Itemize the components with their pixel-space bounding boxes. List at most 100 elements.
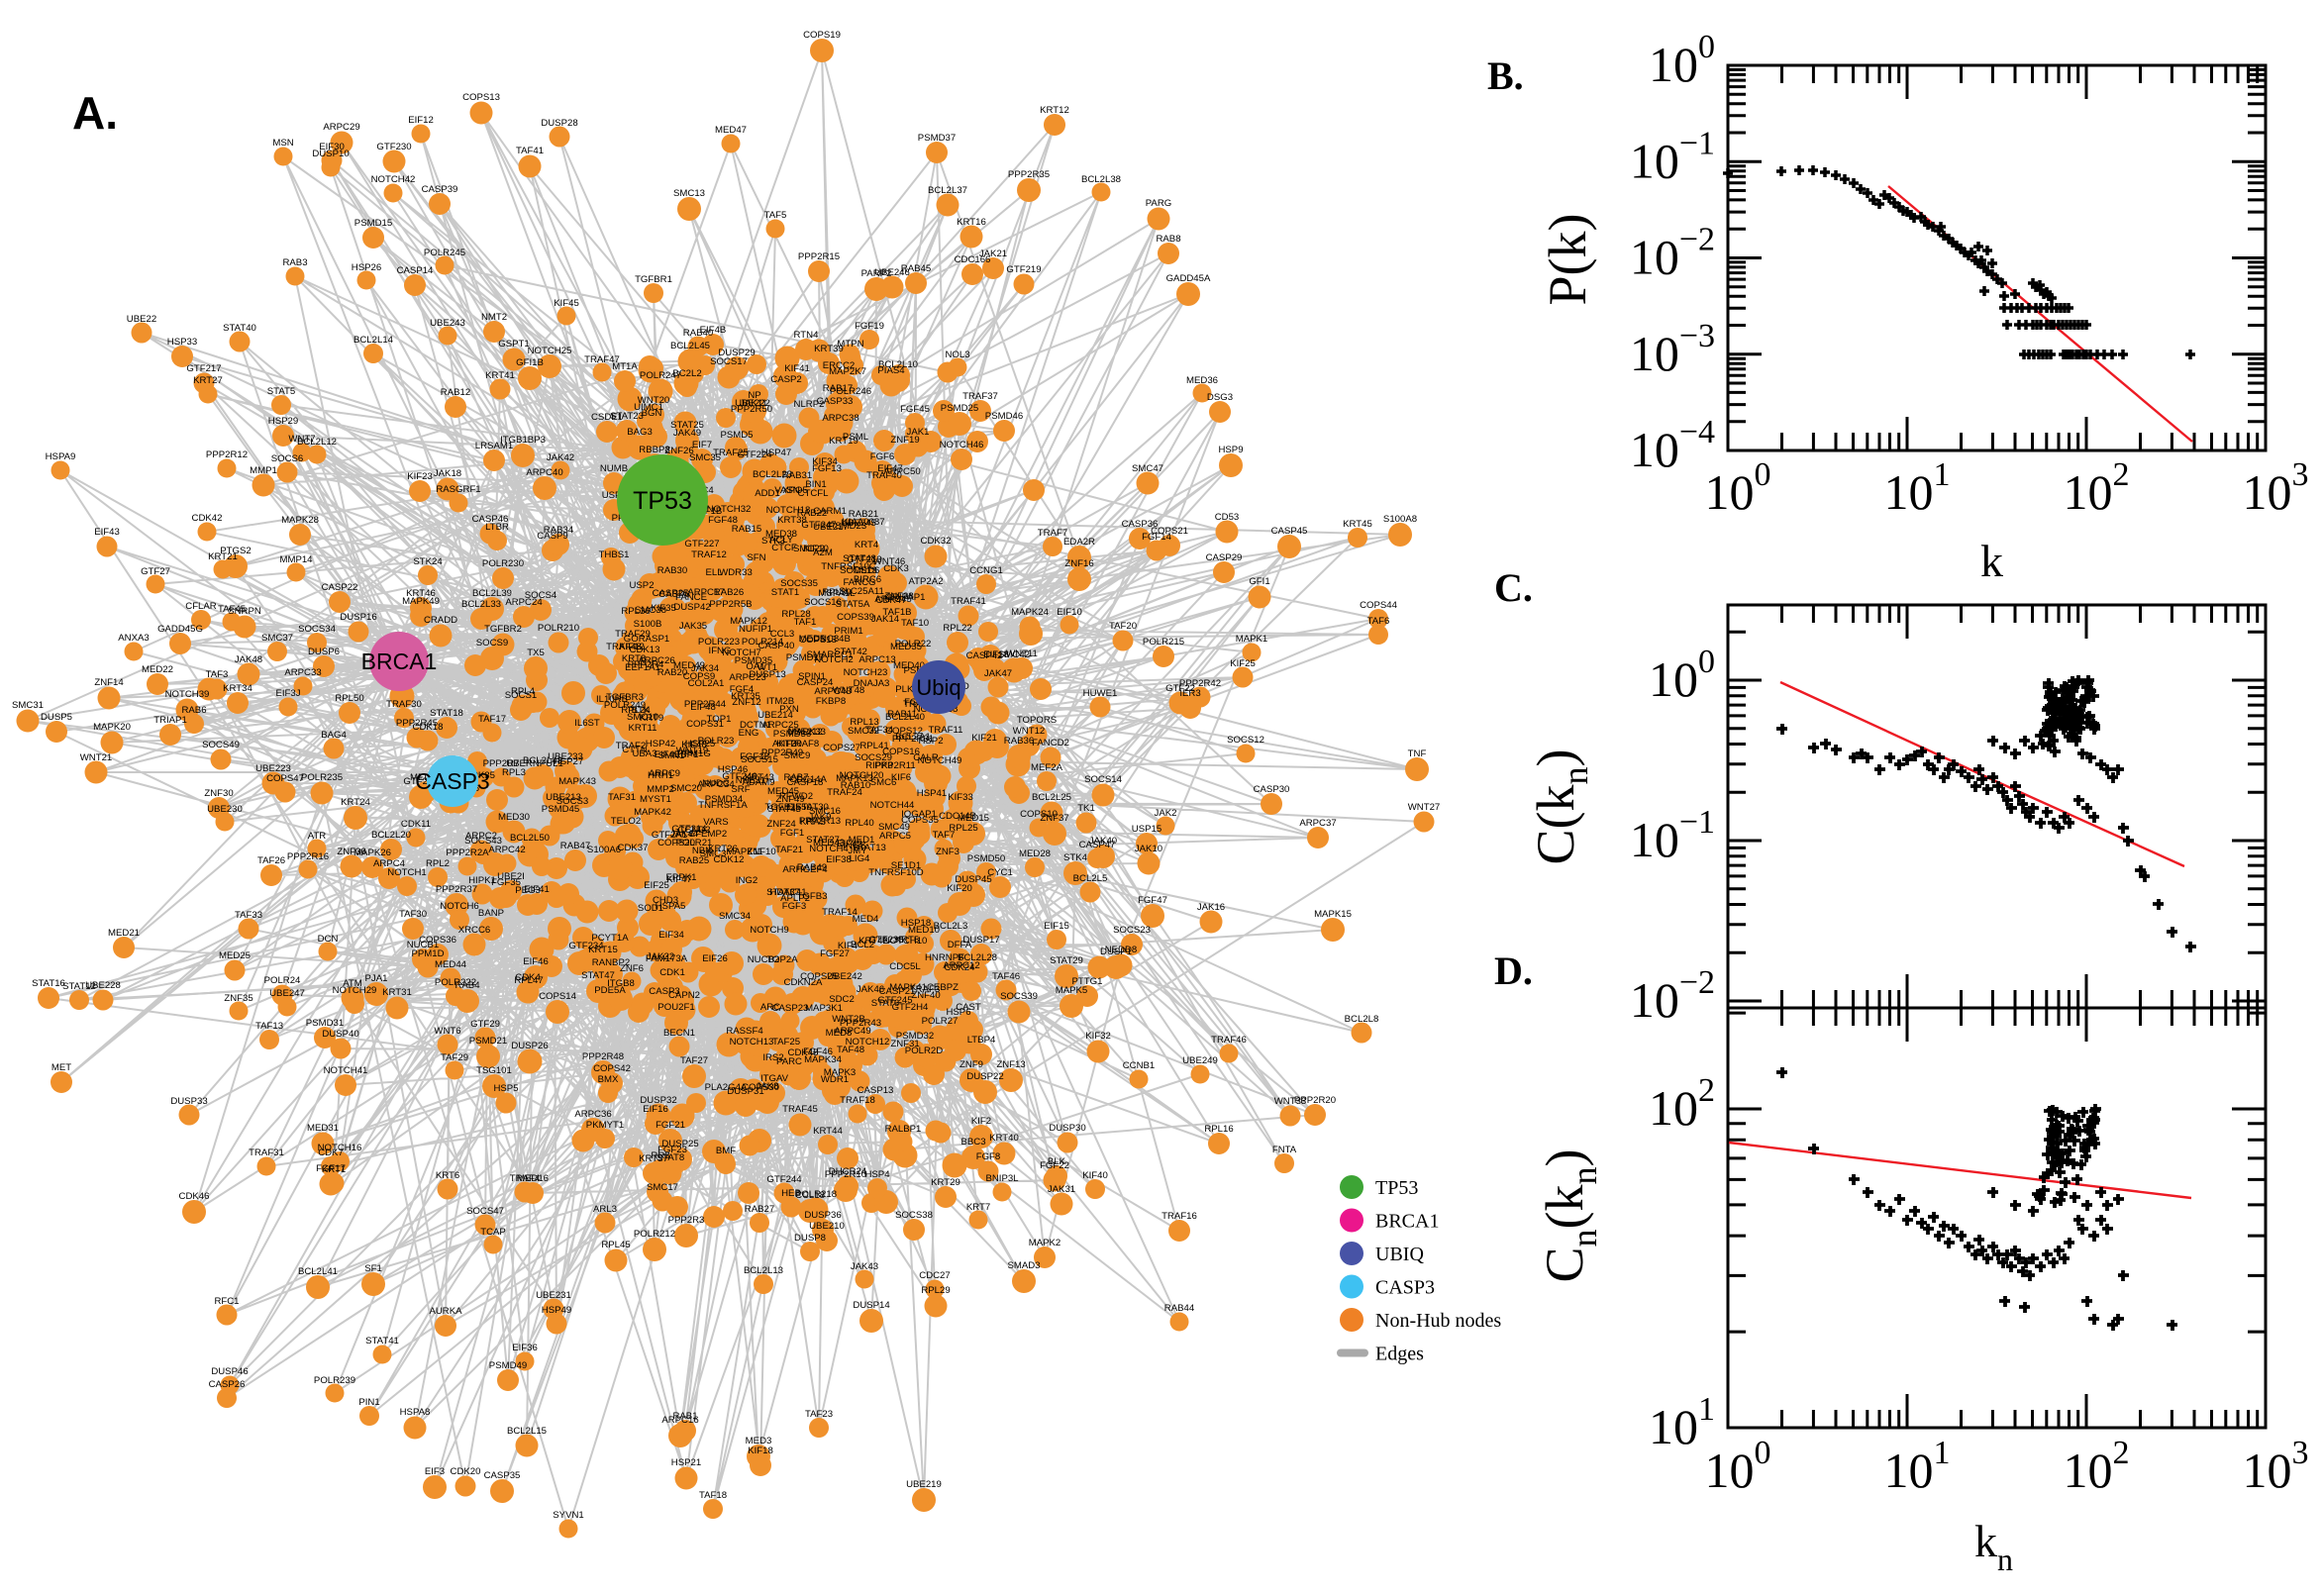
svg-text:TOP1: TOP1 (707, 714, 732, 725)
svg-text:CASP35: CASP35 (484, 1470, 521, 1481)
svg-text:WNT12: WNT12 (1013, 726, 1046, 737)
svg-text:FGF23: FGF23 (657, 1145, 687, 1155)
svg-text:NOTCH44: NOTCH44 (870, 800, 915, 811)
svg-text:FNTA: FNTA (1272, 1145, 1297, 1155)
svg-text:EIF3J: EIF3J (275, 688, 300, 699)
svg-text:PSMD36: PSMD36 (773, 729, 811, 740)
svg-text:NOTCH1: NOTCH1 (387, 867, 426, 878)
svg-text:XPO5: XPO5 (782, 485, 808, 496)
svg-text:JAK1: JAK1 (907, 427, 930, 438)
svg-text:COPS20: COPS20 (657, 838, 695, 848)
svg-text:EIF4B: EIF4B (700, 325, 727, 336)
svg-text:TAF18: TAF18 (699, 1490, 727, 1501)
svg-text:KIF10: KIF10 (803, 544, 829, 554)
svg-text:OA1: OA1 (746, 661, 764, 672)
svg-text:CASP45: CASP45 (1271, 526, 1308, 537)
svg-text:LRSAM1: LRSAM1 (475, 441, 513, 451)
svg-text:STAT40: STAT40 (223, 323, 256, 334)
svg-text:UBE213: UBE213 (546, 792, 581, 803)
svg-text:GTF234: GTF234 (568, 941, 604, 951)
svg-text:DUSP33: DUSP33 (170, 1096, 207, 1107)
svg-text:WNT2B: WNT2B (832, 1014, 865, 1025)
svg-text:JAK43: JAK43 (851, 1261, 878, 1272)
svg-text:DUSP28: DUSP28 (541, 118, 577, 129)
svg-text:MED45: MED45 (767, 786, 799, 797)
svg-text:SF1: SF1 (364, 1263, 382, 1274)
svg-text:PSMD35: PSMD35 (735, 655, 772, 666)
svg-text:SOCS35: SOCS35 (780, 578, 818, 589)
svg-text:TAF1B: TAF1B (882, 607, 911, 618)
svg-text:CDK42: CDK42 (192, 513, 223, 524)
svg-text:HSP6: HSP6 (946, 1007, 970, 1018)
svg-text:RAB25: RAB25 (679, 855, 709, 866)
svg-text:SDC2: SDC2 (829, 994, 855, 1005)
svg-text:NUCB1: NUCB1 (407, 940, 440, 950)
svg-text:CASP6: CASP6 (658, 589, 689, 600)
svg-text:UBERNPUL1: UBERNPUL1 (506, 758, 563, 769)
svg-text:SMC10: SMC10 (627, 712, 658, 723)
svg-text:ANXA3: ANXA3 (118, 633, 149, 644)
svg-text:RAB21: RAB21 (849, 509, 878, 520)
svg-text:NHEJ1: NHEJ1 (736, 775, 765, 786)
svg-text:DUSP5: DUSP5 (41, 712, 72, 723)
svg-text:NOTCH41: NOTCH41 (324, 1065, 368, 1076)
svg-text:MED35: MED35 (890, 642, 922, 652)
svg-text:POLR27: POLR27 (922, 1016, 959, 1027)
svg-text:JAK8: JAK8 (757, 1081, 779, 1092)
svg-text:HSPA8: HSPA8 (400, 1407, 431, 1418)
svg-text:PPP2R7: PPP2R7 (483, 758, 520, 769)
svg-text:JAK35: JAK35 (679, 621, 707, 632)
svg-text:PPP2R11: PPP2R11 (874, 760, 915, 771)
svg-text:SMC22: SMC22 (793, 544, 825, 554)
svg-text:JAK22: JAK22 (647, 951, 674, 962)
svg-text:PPP2R44: PPP2R44 (684, 699, 727, 710)
svg-text:POLR23: POLR23 (698, 736, 735, 747)
svg-text:JAK48: JAK48 (235, 654, 262, 665)
svg-text:RAB30: RAB30 (657, 565, 687, 576)
svg-text:CASP3: CASP3 (1375, 1277, 1435, 1299)
svg-text:RPL45: RPL45 (601, 1240, 630, 1250)
svg-text:ZNF14: ZNF14 (94, 677, 124, 688)
svg-text:ARC: ARC (760, 1002, 780, 1013)
svg-text:CDK12: CDK12 (714, 854, 745, 865)
svg-text:CCL18: CCL18 (795, 1190, 825, 1201)
svg-text:RAB4: RAB4 (454, 980, 480, 991)
svg-text:KIF1B: KIF1B (696, 506, 723, 517)
svg-text:ADD1: ADD1 (755, 488, 780, 499)
svg-text:DUSP26: DUSP26 (511, 1041, 548, 1051)
svg-text:SOCS34: SOCS34 (298, 624, 337, 635)
svg-text:MED1: MED1 (849, 835, 875, 846)
svg-text:BCL2L23: BCL2L23 (753, 469, 792, 480)
svg-text:VARS: VARS (703, 817, 728, 828)
svg-text:TAF21: TAF21 (775, 845, 803, 855)
svg-text:PSMD5: PSMD5 (720, 430, 753, 441)
svg-text:ARPC2: ARPC2 (465, 831, 497, 842)
svg-text:BMF: BMF (716, 1146, 736, 1156)
svg-text:UBIQ: UBIQ (1375, 1244, 1424, 1265)
svg-text:NOTCH42: NOTCH42 (371, 174, 416, 185)
svg-text:JAK44: JAK44 (670, 829, 699, 840)
svg-text:RPL41: RPL41 (859, 741, 888, 751)
svg-text:TP53: TP53 (633, 487, 692, 515)
svg-text:RAB8: RAB8 (1156, 234, 1180, 245)
svg-text:KIF12: KIF12 (619, 642, 645, 652)
svg-text:KRT5: KRT5 (895, 935, 919, 946)
svg-text:CHD3: CHD3 (653, 895, 678, 906)
svg-text:CDK20: CDK20 (451, 1466, 481, 1477)
svg-text:ARPC36: ARPC36 (574, 1109, 611, 1120)
svg-text:TRAF47: TRAF47 (584, 354, 620, 365)
svg-text:TAF7: TAF7 (933, 830, 956, 841)
svg-text:FAM173A: FAM173A (646, 953, 688, 964)
svg-text:TAF20: TAF20 (1109, 621, 1137, 632)
svg-text:COPS27: COPS27 (823, 743, 860, 753)
svg-text:HSP25: HSP25 (685, 739, 715, 749)
svg-text:SMC20: SMC20 (670, 783, 702, 794)
svg-text:TGFB3: TGFB3 (797, 891, 828, 902)
svg-text:ARPC50: ARPC50 (883, 466, 920, 477)
svg-text:HSP46: HSP46 (718, 764, 748, 775)
svg-text:WNT6: WNT6 (434, 1026, 460, 1037)
svg-text:JAK9: JAK9 (809, 812, 832, 823)
svg-text:POLR212: POLR212 (634, 1229, 675, 1240)
svg-text:AURKA: AURKA (429, 1306, 462, 1317)
svg-text:CASP30: CASP30 (1254, 784, 1290, 795)
